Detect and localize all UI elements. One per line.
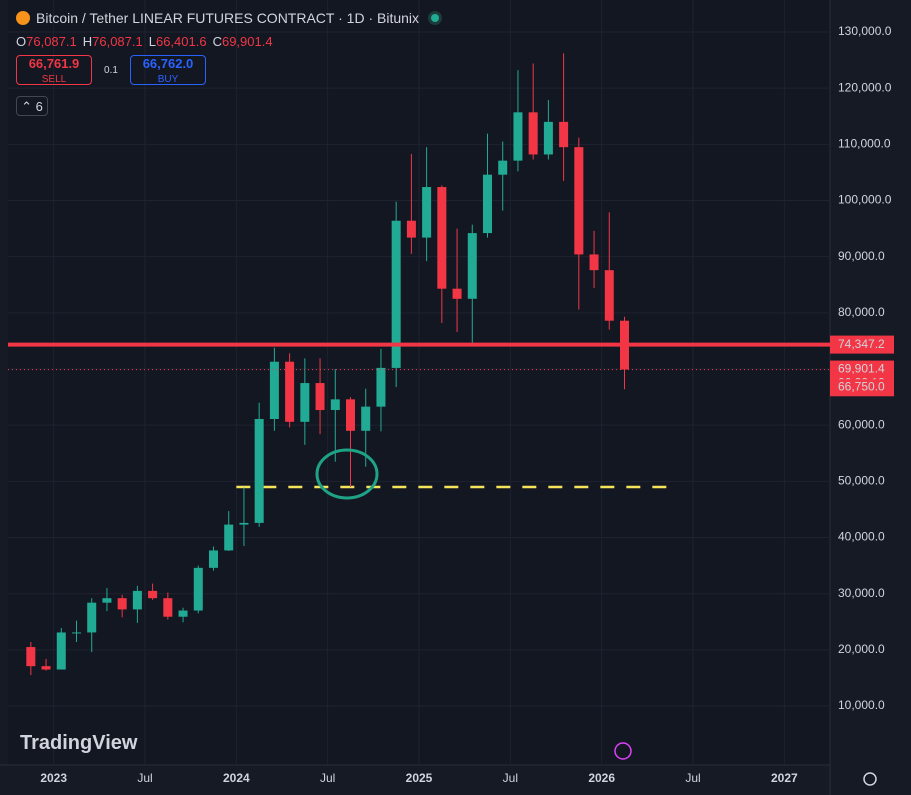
candle-body	[437, 187, 447, 289]
y-tick-label: 60,000.0	[838, 417, 885, 431]
candle-body	[300, 383, 310, 422]
ohlc-key: L	[148, 34, 156, 49]
candle-body	[346, 399, 355, 431]
ohlc-key: C	[212, 34, 222, 49]
candle-body	[422, 187, 432, 238]
logo-text: TradingView	[20, 732, 138, 754]
bid-label: 66,750.0	[838, 379, 885, 393]
x-tick-label: Jul	[503, 771, 518, 785]
x-tick-label: Jul	[685, 771, 700, 785]
candle-body	[87, 602, 97, 633]
candle-body	[102, 598, 112, 603]
buy-button[interactable]: 66,762.0 BUY	[130, 55, 206, 85]
symbol-header: Bitcoin / Tether LINEAR FUTURES CONTRACT…	[16, 10, 440, 26]
event-icon	[614, 742, 632, 760]
x-tick-label: 2027	[771, 771, 798, 785]
candle-body	[41, 666, 51, 670]
candle-body	[604, 270, 614, 321]
candle-body	[239, 522, 249, 525]
annotation-circle	[315, 448, 379, 500]
quantity[interactable]: 0.1	[104, 64, 118, 76]
symbol-title[interactable]: Bitcoin / Tether LINEAR FUTURES CONTRACT…	[36, 10, 420, 26]
indicator-count: 6	[35, 99, 43, 114]
candle-body	[148, 590, 158, 599]
market-status	[431, 14, 440, 22]
candle-body	[513, 112, 523, 161]
candle-body	[467, 233, 477, 299]
ohlc-value: 76,087.1	[26, 34, 77, 49]
x-tick-label: 2026	[588, 771, 615, 785]
x-tick-label: 2023	[40, 771, 67, 785]
candle-body	[574, 147, 584, 255]
y-tick-label: 30,000.0	[838, 586, 885, 600]
y-tick-label: 130,000.0	[838, 24, 892, 38]
candle-body	[391, 220, 401, 368]
candle-body	[361, 406, 371, 431]
trade-panel: 66,761.9 SELL 0.1 66,762.0 BUY	[16, 55, 206, 85]
level-tag	[830, 335, 894, 354]
x-tick-label: 2024	[223, 771, 250, 785]
ohlc-value: 76,087.1	[92, 34, 143, 49]
level-label: 74,347.2	[838, 337, 885, 351]
candle-body	[330, 399, 340, 411]
ohlc-values: O76,087.1 H76,087.1 L66,401.6 C69,901.4	[16, 34, 273, 49]
candle-body	[117, 598, 127, 610]
x-tick-label: 2025	[406, 771, 433, 785]
ohlc-key: O	[16, 34, 27, 49]
indicators-toggle[interactable]: ⌃ 6	[16, 96, 48, 116]
candle-body	[163, 598, 173, 617]
last-price-label: 69,901.4	[838, 362, 885, 376]
x-tick-label: Jul	[137, 771, 152, 785]
candle-body	[132, 590, 142, 610]
y-tick-label: 20,000.0	[838, 642, 885, 656]
sell-label: SELL	[41, 74, 67, 85]
candle-body	[26, 647, 36, 667]
candle-body	[543, 121, 553, 155]
candle-body	[589, 254, 599, 271]
candle-body	[56, 632, 66, 670]
bid-tag	[830, 379, 894, 397]
logo: TradingView	[20, 732, 137, 755]
buy-price: 66,762.0	[142, 56, 194, 71]
candle-body	[483, 174, 492, 234]
candle-body	[315, 383, 325, 411]
ohlc-value: 69,901.4	[221, 34, 273, 49]
candle-body	[498, 160, 508, 175]
candle-body	[193, 567, 203, 611]
y-tick-label: 100,000.0	[838, 193, 892, 207]
x-tick-label: Jul	[320, 771, 335, 785]
candle-body	[269, 361, 279, 420]
buy-label: BUY	[157, 74, 179, 85]
ohlc-key: H	[82, 34, 93, 49]
candle-body	[528, 112, 538, 155]
coin-icon	[16, 11, 30, 25]
candle-body	[254, 419, 264, 523]
ohlc-value: 66,401.6	[155, 34, 207, 49]
candle-body	[178, 610, 188, 617]
settings-icon	[863, 772, 877, 786]
y-tick-label: 110,000.0	[838, 137, 891, 151]
candle-body	[285, 361, 295, 422]
y-tick-label: 80,000.0	[838, 305, 885, 319]
y-tick-label: 50,000.0	[838, 474, 885, 488]
sell-button[interactable]: 66,761.9 SELL	[16, 55, 92, 85]
candle-body	[406, 220, 416, 238]
y-tick-label: 40,000.0	[838, 530, 885, 544]
sell-price: 66,761.9	[28, 56, 80, 71]
candle-body	[224, 524, 234, 551]
y-tick-label: 120,000.0	[838, 80, 892, 94]
candle-body	[559, 121, 569, 148]
candle-body	[209, 550, 218, 568]
candle-body	[376, 367, 386, 407]
candle-body	[452, 288, 462, 299]
y-tick-label: 90,000.0	[838, 249, 885, 263]
candle-body	[72, 632, 81, 634]
y-tick-label: 10,000.0	[838, 698, 885, 712]
